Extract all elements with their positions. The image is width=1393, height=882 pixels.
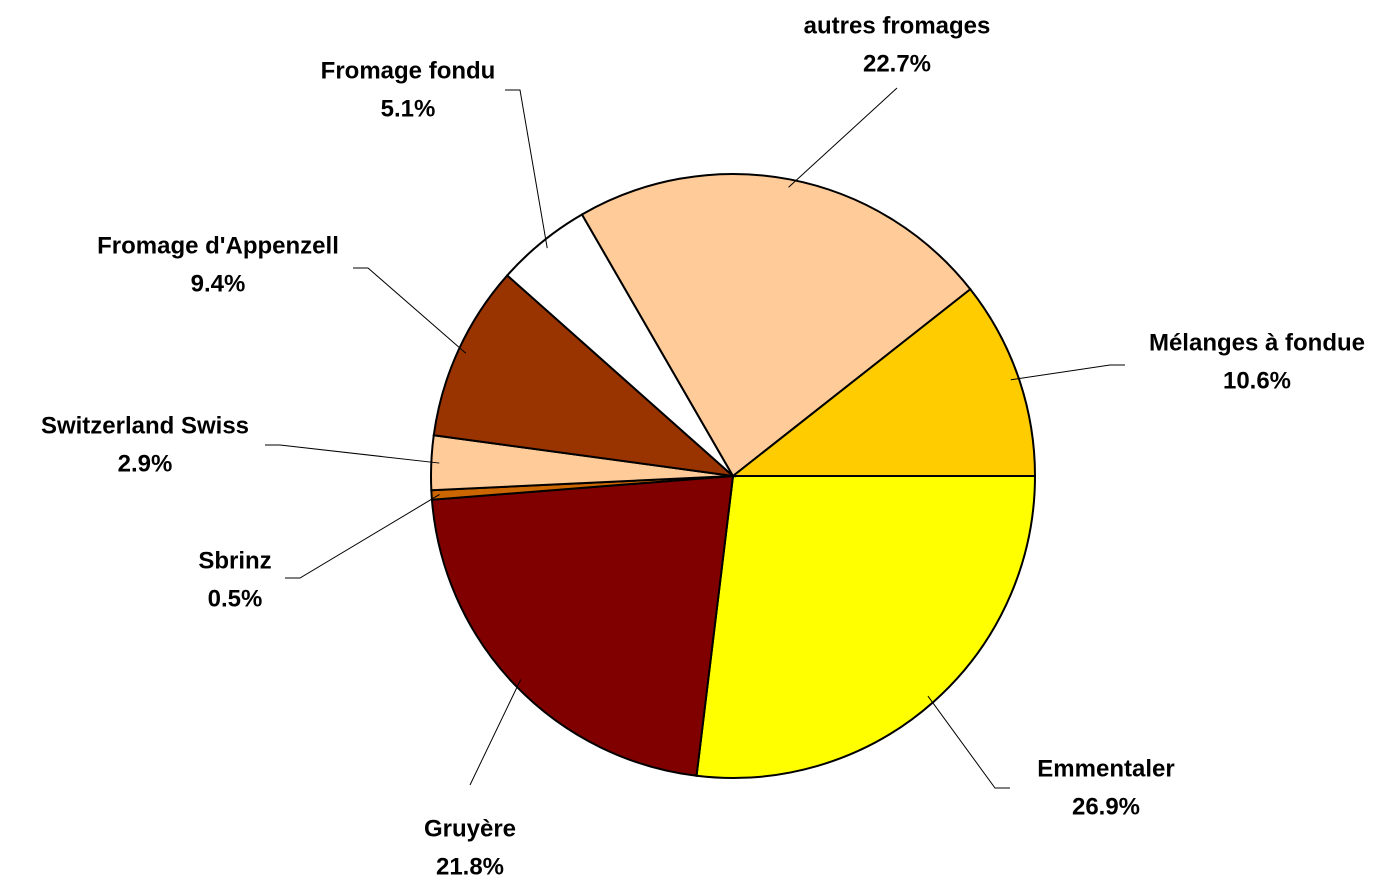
slice-label: Sbrinz [198,547,271,574]
leader-line [265,444,440,464]
slice-value: 26.9% [1072,793,1140,820]
pie-slice [695,475,1037,779]
leader-line [1010,364,1125,381]
slice-label: Fromage fondu [321,57,496,84]
leader-line [285,494,440,579]
slice-value: 22.7% [863,50,931,77]
leader-line [469,679,522,786]
slice-value: 21.8% [436,853,504,880]
slice-label: Switzerland Swiss [41,412,249,439]
slice-label: Emmentaler [1037,755,1174,782]
slice-label: Mélanges à fondue [1149,329,1365,356]
slice-label: Fromage d'Appenzell [97,232,339,259]
pie-slice [432,273,737,478]
slice-label: autres fromages [804,12,991,39]
slice-label: Gruyère [424,815,516,842]
pie-slice [580,172,972,478]
slice-value: 2.9% [118,450,173,477]
slice-value: 10.6% [1223,367,1291,394]
leader-line [788,87,898,188]
slice-value: 0.5% [208,585,263,612]
slice-value: 9.4% [191,270,246,297]
slice-value: 5.1% [381,95,436,122]
pie-slice [430,474,735,777]
leader-line [505,89,548,249]
leader-line [353,267,467,354]
pie-slice [730,287,1037,477]
leader-line [927,695,1010,789]
